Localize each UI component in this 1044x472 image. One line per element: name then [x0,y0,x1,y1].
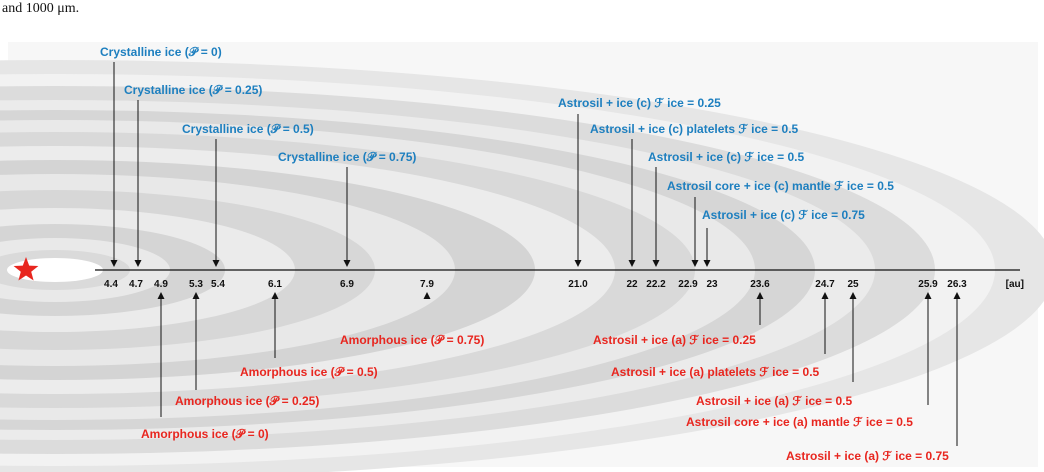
amorphous-label: Astrosil + ice (a) ℱ ice = 0.5 [696,394,853,408]
tick-label: 22.9 [678,279,698,290]
tick-label: 21.0 [568,279,588,290]
top-arrow-head [574,260,582,267]
tick-label: 5.4 [211,279,225,290]
top-arrow-head [110,260,118,267]
tick-label: 4.7 [129,279,143,290]
tick-label: 6.1 [268,279,282,290]
top-arrow-head [691,260,699,267]
bottom-arrow-head [157,292,165,299]
tick-label: 22 [626,279,638,290]
top-arrow-head [343,260,351,267]
tick-label: 4.9 [154,279,168,290]
top-arrow-head [652,260,660,267]
top-arrow-head [134,260,142,267]
crystalline-label: Crystalline ice (𝒫 = 0.5) [182,122,314,136]
top-arrow-head [212,260,220,267]
figure-caption: and 1000 μm. [2,0,79,17]
bottom-arrow-head [953,292,961,299]
amorphous-label: Astrosil + ice (a) ℱ ice = 0.25 [593,333,756,347]
amorphous-label: Amorphous ice (𝒫 = 0) [141,427,269,441]
tick-label: 24.7 [815,279,835,290]
bottom-arrow-head [423,292,431,299]
tick-label: 26.3 [947,279,967,290]
crystalline-label: Astrosil + ice (c) ℱ ice = 0.25 [558,96,721,110]
tick-label: 4.4 [104,279,118,290]
tick-label: 6.9 [340,279,354,290]
crystalline-label: Crystalline ice (𝒫 = 0.25) [124,83,262,97]
crystalline-label: Astrosil + ice (c) ℱ ice = 0.5 [648,150,805,164]
bottom-arrow-head [271,292,279,299]
amorphous-label: Astrosil + ice (a) ℱ ice = 0.75 [786,449,949,463]
star-icon [13,257,39,281]
crystalline-label: Astrosil core + ice (c) mantle ℱ ice = 0… [667,179,894,193]
bottom-arrow-head [849,292,857,299]
crystalline-label: Crystalline ice (𝒫 = 0) [100,45,222,59]
amorphous-label: Amorphous ice (𝒫 = 0.25) [175,394,319,408]
tick-label: 23.6 [750,279,770,290]
tick-label: 22.2 [646,279,666,290]
protoplanetary-disk [0,42,1044,472]
amorphous-label: Amorphous ice (𝒫 = 0.75) [340,333,484,347]
caption-text: and 1000 μm. [2,1,80,16]
tick-label: 25.9 [918,279,938,290]
crystalline-label: Crystalline ice (𝒫 = 0.75) [278,150,416,164]
amorphous-label: Astrosil core + ice (a) mantle ℱ ice = 0… [686,415,913,429]
bottom-arrow-head [756,292,764,299]
axis-unit: [au] [1006,279,1024,290]
amorphous-label: Astrosil + ice (a) platelets ℱ ice = 0.5 [611,365,820,379]
grain-labels: Crystalline ice (𝒫 = 0) Crystalline ice (… [100,45,961,463]
distance-axis: 4.4 4.7 4.9 5.3 5.4 6.1 6.9 7.9 21.0 22 22.2 22.9 23… [95,269,1024,290]
crystalline-label: Astrosil + ice (c) ℱ ice = 0.75 [702,208,865,222]
top-arrow-head [703,260,711,267]
bottom-arrow-head [924,292,932,299]
crystalline-label: Astrosil + ice (c) platelets ℱ ice = 0.5 [590,122,799,136]
tick-label: 25 [847,279,859,290]
top-arrow-head [628,260,636,267]
tick-label: 23 [706,279,718,290]
tick-label: 7.9 [420,279,434,290]
amorphous-label: Amorphous ice (𝒫 = 0.5) [240,365,378,379]
bottom-arrow-head [192,292,200,299]
bottom-arrow-head [821,292,829,299]
tick-label: 5.3 [189,279,203,290]
